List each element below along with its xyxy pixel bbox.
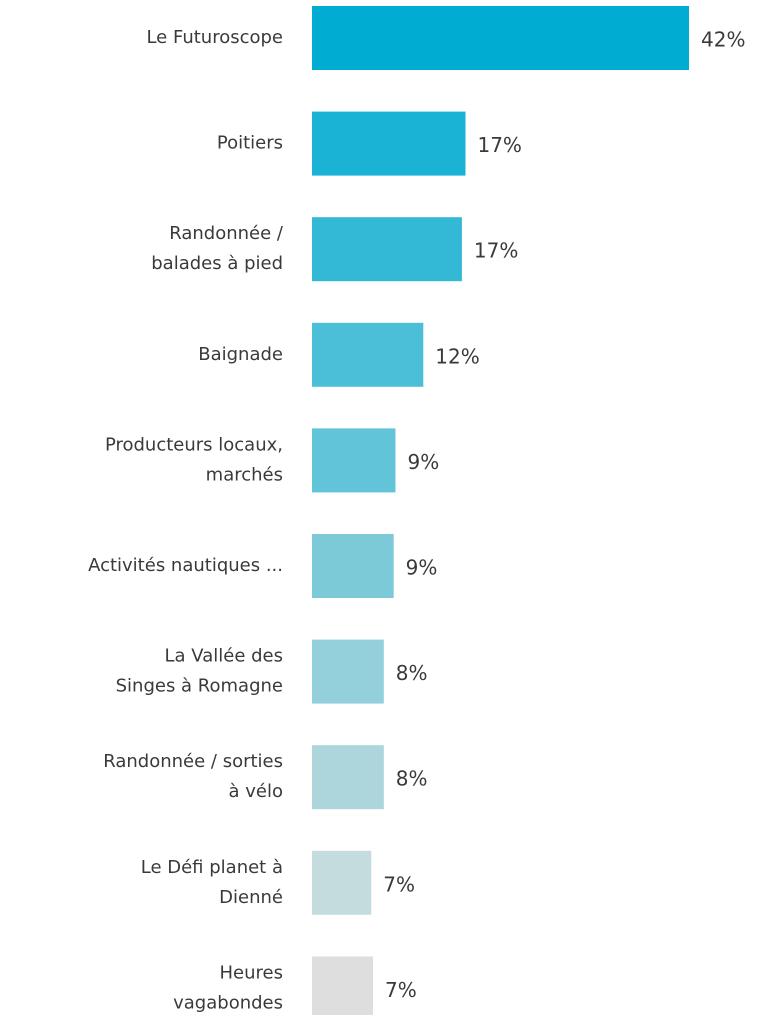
bar [312,639,384,704]
value-label: 17% [474,239,518,263]
category-label: Activités nautiques ... [88,555,283,576]
category-label: balades à pied [151,253,283,274]
category-label: Le Défi planet à [141,857,283,878]
category-label: Singes à Romagne [116,676,283,697]
category-label: Randonnée / sorties [103,751,283,772]
category-label: Baignade [198,344,283,365]
category-label: Dienné [219,887,283,908]
value-label: 9% [406,556,438,580]
category-label: Le Futuroscope [146,27,283,48]
bar [312,956,374,1015]
category-label: Poitiers [217,133,283,154]
category-label: Randonnée / [169,223,284,244]
value-label: 7% [383,872,415,896]
value-label: 8% [396,661,428,685]
value-label: 9% [407,450,439,474]
category-label: à vélo [229,781,284,802]
bar [312,322,424,387]
bar [312,111,466,176]
value-label: 12% [435,344,479,368]
value-label: 42% [701,28,745,52]
category-label: marchés [206,464,283,485]
bar [312,534,394,598]
bar [312,6,689,70]
value-label: 8% [396,767,428,791]
value-label: 17% [477,133,521,157]
bar [312,850,372,915]
bar [312,428,396,493]
value-label: 7% [385,978,417,1002]
category-label: Heures [220,962,283,983]
category-label: Producteurs locaux, [105,434,283,455]
bar [312,217,462,282]
category-label: La Vallée des [165,646,283,667]
category-label: vagabondes [173,992,283,1013]
bar [312,745,384,810]
